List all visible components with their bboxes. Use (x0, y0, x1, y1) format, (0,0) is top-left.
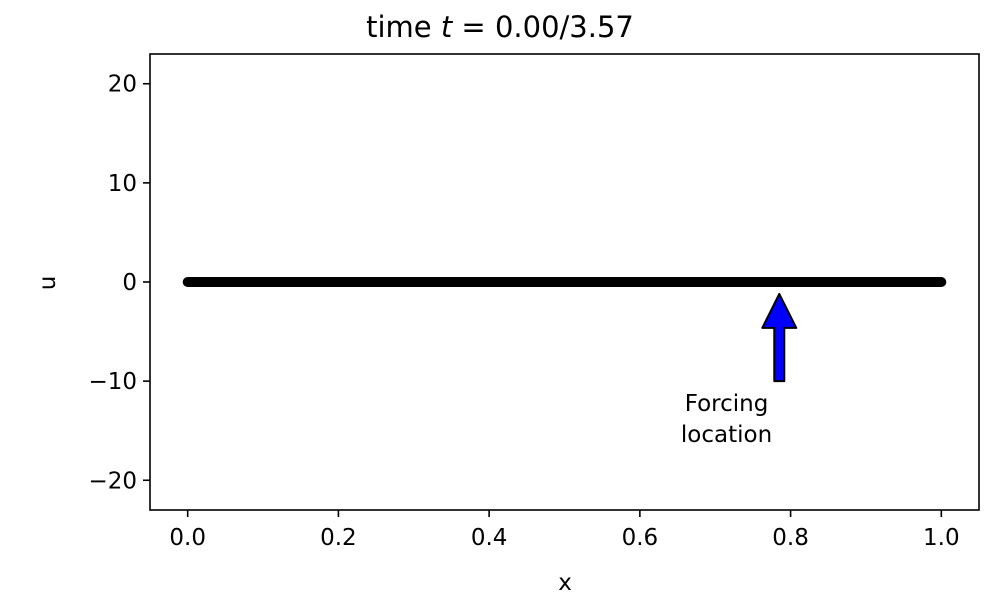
x-tick-label: 0.2 (320, 525, 357, 551)
x-tick-label: 0.0 (169, 525, 206, 551)
x-axis-ticks: 0.0 0.2 0.4 0.6 0.8 1.0 (169, 510, 960, 551)
chart-title: time t = 0.00/3.57 (366, 10, 634, 44)
forcing-label: Forcing location (681, 391, 772, 448)
x-axis-label: x (558, 570, 572, 596)
forcing-annotation: Forcing location (681, 292, 798, 448)
y-tick-label: 10 (108, 171, 137, 197)
x-tick-label: 1.0 (923, 525, 960, 551)
y-tick-label: 0 (122, 270, 137, 296)
title-equals: = (452, 10, 495, 44)
title-time-value: 0.00/3.57 (495, 10, 634, 44)
y-axis-ticks: 20 10 0 −10 −20 (88, 72, 150, 494)
x-tick-label: 0.6 (622, 525, 659, 551)
title-variable: t (441, 10, 454, 44)
forcing-label-line: location (681, 422, 772, 448)
title-prefix: time (366, 10, 441, 44)
y-tick-label: 20 (108, 72, 137, 98)
x-tick-label: 0.4 (471, 525, 508, 551)
y-axis-label: u (35, 276, 61, 291)
y-tick-label: −10 (88, 369, 137, 395)
y-tick-label: −20 (88, 468, 137, 494)
forcing-label-line: Forcing (685, 391, 769, 417)
x-tick-label: 0.8 (772, 525, 809, 551)
forcing-arrow (761, 292, 798, 383)
